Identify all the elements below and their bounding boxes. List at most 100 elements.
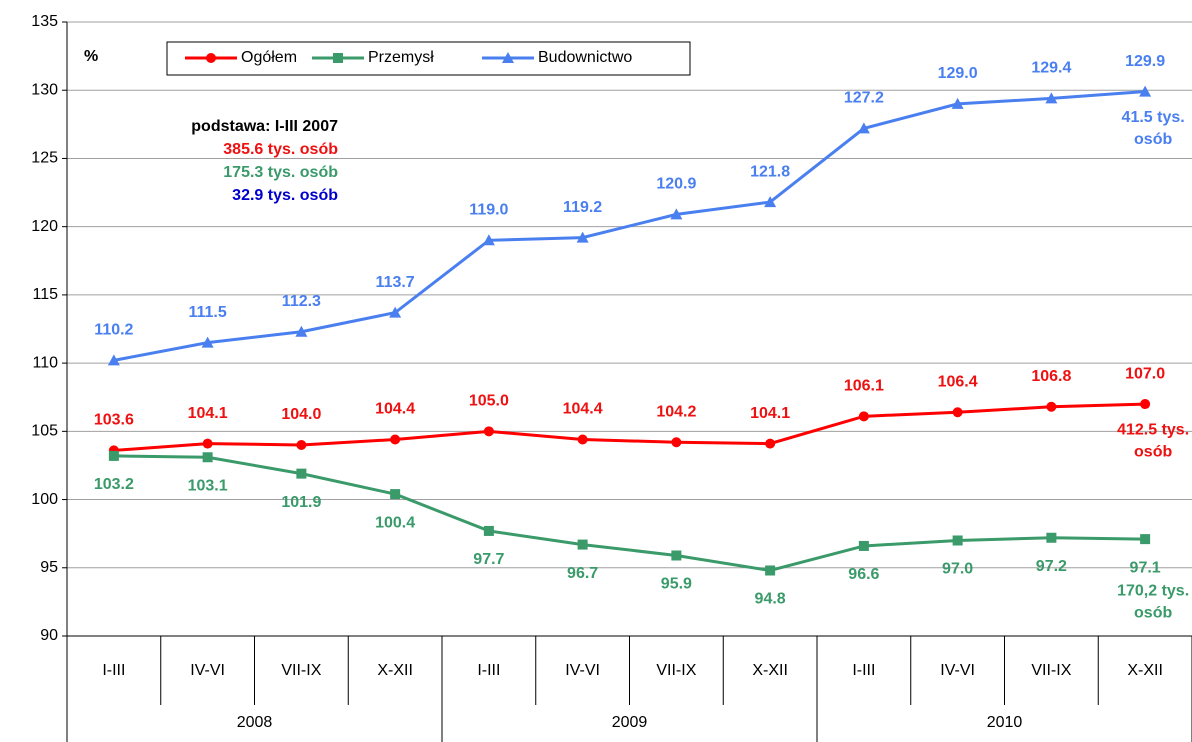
x-tick-label: IV-VI [565,662,600,679]
data-label: 110.2 [94,322,133,339]
data-label: 104.4 [563,401,603,418]
data-label: 119.2 [563,199,602,216]
data-label: 106.8 [1031,368,1071,385]
y-tick-label: 115 [32,286,58,303]
y-tick-label: 135 [31,13,58,30]
marker [482,234,495,246]
end-note: osób [1134,443,1172,460]
marker [295,325,308,337]
y-tick-label: 110 [32,354,58,371]
marker [951,97,964,109]
marker [1140,534,1151,545]
marker [1045,92,1058,104]
marker [502,52,514,63]
marker [390,489,401,500]
data-label: 106.4 [938,373,978,390]
marker [296,439,307,450]
base-note-title: podstawa: I-III 2007 [191,118,338,135]
data-label: 101.9 [281,494,321,511]
marker [483,426,494,437]
data-label: 104.2 [656,403,696,420]
y-tick-label: 105 [31,423,58,440]
series-line [113,90,1146,362]
marker [1046,401,1057,412]
data-label: 104.0 [281,406,321,423]
data-label: 111.5 [188,304,226,321]
x-tick-label: VII-IX [281,662,321,679]
marker [857,122,870,134]
legend-box [166,41,691,76]
data-label: 120.9 [656,176,696,193]
data-label: 104.1 [188,405,228,422]
data-label: 95.9 [661,576,692,593]
base-note-line: 385.6 tys. osób [223,141,338,158]
year-label: 2010 [987,714,1023,731]
marker [952,407,963,418]
data-label: 100.4 [375,514,415,531]
y-tick-label: 125 [31,150,58,167]
end-note: 412.5 tys. [1117,421,1189,438]
marker [108,450,119,461]
data-label: 112.3 [282,293,321,310]
x-tick-label: I-III [477,662,500,679]
end-note: 170,2 tys. [1117,582,1189,599]
marker [202,438,213,449]
marker [577,539,588,550]
data-label: 129.0 [938,65,978,82]
x-tick-label: I-III [102,662,125,679]
marker [577,434,588,445]
y-tick-label: 90 [40,627,58,644]
marker [765,565,776,576]
marker [858,540,869,551]
year-label: 2008 [237,714,273,731]
data-label: 103.2 [94,476,134,493]
data-label: 119.0 [469,202,508,219]
legend: Ogółem Przemysł Budownictwo [166,41,691,76]
end-note: osób [1134,604,1172,621]
legend-label: Przemysł [368,49,434,66]
base-note-line: 175.3 tys. osób [223,164,338,181]
data-label: 107.0 [1125,365,1165,382]
y-unit: % [84,48,98,65]
marker [952,535,963,546]
data-label: 121.8 [750,163,790,180]
base-note-line: 32.9 tys. osób [232,187,338,204]
x-tick-label: VII-IX [1031,662,1071,679]
data-label: 94.8 [755,591,786,608]
marker [765,438,776,449]
marker [1139,85,1152,97]
data-label: 113.7 [376,274,415,291]
legend-label: Ogółem [241,49,297,66]
marker [389,306,402,318]
marker [576,231,589,243]
end-note: 41.5 tys. [1122,109,1185,126]
data-label: 105.0 [469,393,509,410]
x-tick-label: X-XII [1127,662,1163,679]
y-tick-label: 130 [31,81,58,98]
data-label: 97.2 [1036,558,1067,575]
marker [671,437,682,448]
data-label: 96.6 [848,566,879,583]
data-label: 127.2 [844,90,884,107]
data-label: 104.1 [750,405,790,422]
x-tick-label: X-XII [377,662,413,679]
data-label: 104.4 [375,401,415,418]
year-label: 2009 [612,714,648,731]
x-tick-label: IV-VI [190,662,225,679]
data-label: 129.4 [1031,60,1071,77]
marker [390,434,401,445]
x-tick-label: I-III [852,662,875,679]
marker [333,53,343,63]
data-label: 97.1 [1130,559,1161,576]
marker [202,452,213,463]
data-label: 103.6 [94,412,134,429]
data-label: 97.7 [473,551,504,568]
marker [483,525,494,536]
end-note: osób [1134,131,1172,148]
y-tick-label: 120 [31,218,58,235]
marker [670,208,683,220]
marker [671,550,682,561]
marker [764,196,777,208]
data-label: 96.7 [567,565,598,582]
